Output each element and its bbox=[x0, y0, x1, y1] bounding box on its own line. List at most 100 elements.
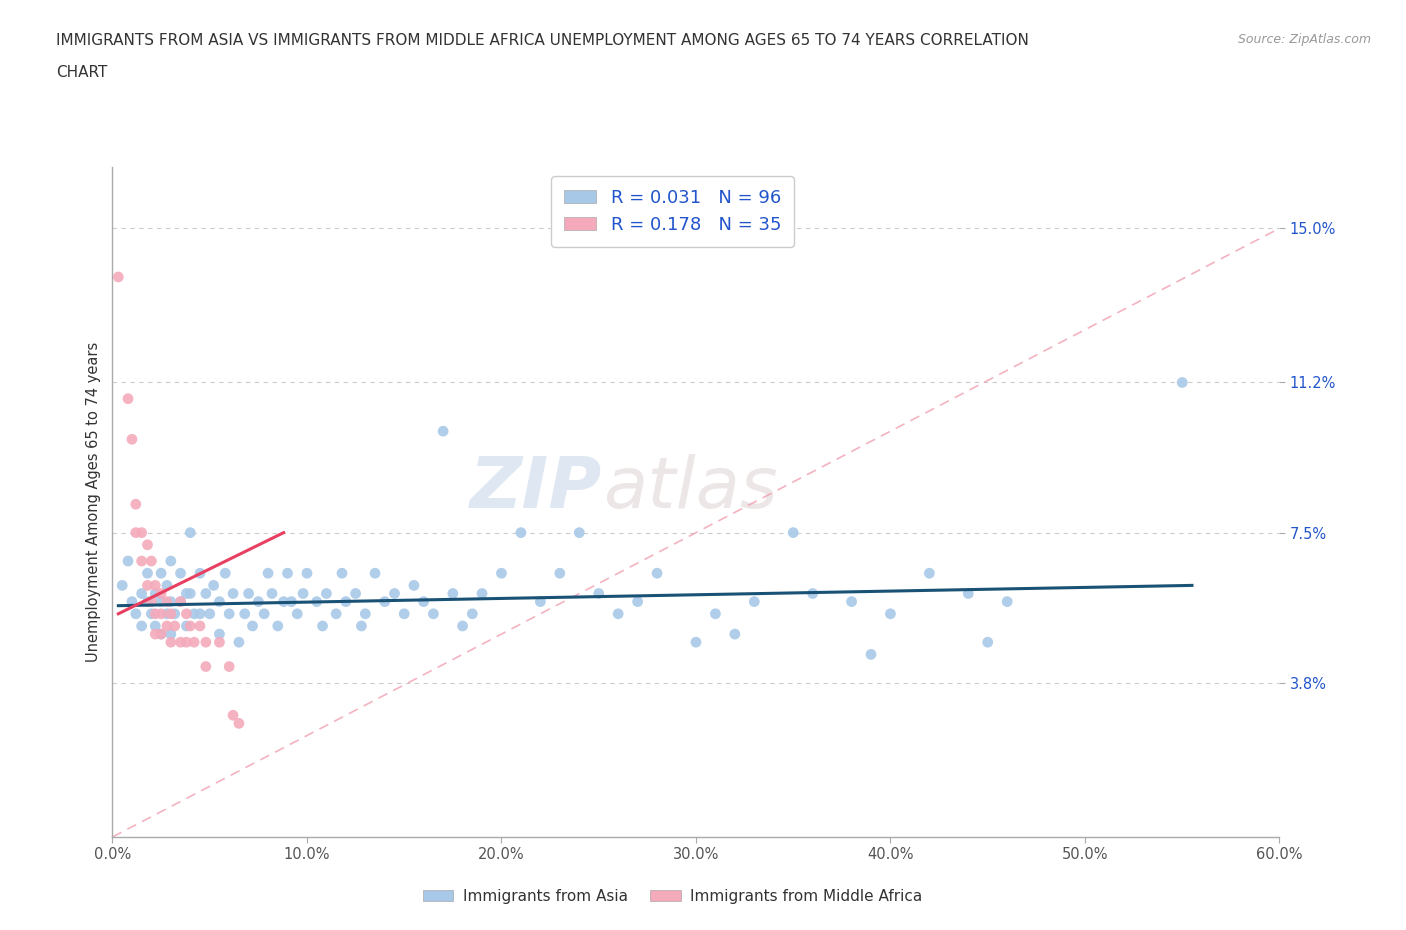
Point bbox=[107, 270, 129, 285]
Point bbox=[169, 635, 191, 650]
Point bbox=[724, 627, 747, 642]
Point bbox=[163, 606, 186, 621]
Point bbox=[169, 565, 191, 580]
Point bbox=[141, 553, 163, 568]
Point bbox=[509, 525, 531, 540]
Point bbox=[160, 553, 183, 568]
Point bbox=[141, 594, 163, 609]
Point bbox=[188, 565, 211, 580]
Point bbox=[285, 606, 308, 621]
Point bbox=[150, 627, 173, 642]
Point bbox=[257, 565, 280, 580]
Point bbox=[179, 586, 201, 601]
Point bbox=[311, 618, 333, 633]
Point bbox=[160, 635, 183, 650]
Point bbox=[918, 565, 941, 580]
Point bbox=[125, 525, 148, 540]
Point bbox=[156, 578, 179, 592]
Point bbox=[125, 606, 148, 621]
Point bbox=[214, 565, 236, 580]
Point bbox=[384, 586, 406, 601]
Point bbox=[131, 525, 153, 540]
Point bbox=[315, 586, 337, 601]
Point bbox=[627, 594, 650, 609]
Point bbox=[194, 635, 217, 650]
Point bbox=[364, 565, 387, 580]
Point bbox=[125, 497, 148, 512]
Point bbox=[136, 594, 159, 609]
Point bbox=[160, 606, 183, 621]
Point bbox=[176, 618, 198, 633]
Point bbox=[208, 594, 231, 609]
Point bbox=[253, 606, 276, 621]
Point bbox=[136, 578, 159, 592]
Point bbox=[143, 586, 166, 601]
Point bbox=[160, 627, 183, 642]
Point bbox=[143, 618, 166, 633]
Point bbox=[260, 586, 283, 601]
Point bbox=[344, 586, 367, 601]
Text: ZIP: ZIP bbox=[471, 455, 603, 524]
Point bbox=[176, 635, 198, 650]
Point bbox=[131, 586, 153, 601]
Point bbox=[461, 606, 484, 621]
Point bbox=[238, 586, 260, 601]
Point bbox=[471, 586, 494, 601]
Point bbox=[491, 565, 513, 580]
Point bbox=[176, 606, 198, 621]
Point bbox=[529, 594, 551, 609]
Point bbox=[131, 553, 153, 568]
Point bbox=[160, 594, 183, 609]
Point bbox=[121, 594, 143, 609]
Point bbox=[325, 606, 347, 621]
Point bbox=[350, 618, 373, 633]
Point bbox=[441, 586, 464, 601]
Text: atlas: atlas bbox=[603, 455, 778, 524]
Point bbox=[801, 586, 824, 601]
Point bbox=[218, 659, 240, 674]
Point bbox=[330, 565, 353, 580]
Point bbox=[143, 627, 166, 642]
Point bbox=[143, 606, 166, 621]
Point bbox=[1171, 375, 1194, 390]
Point bbox=[179, 525, 201, 540]
Point bbox=[859, 647, 883, 662]
Point bbox=[305, 594, 328, 609]
Point bbox=[607, 606, 630, 621]
Point bbox=[247, 594, 270, 609]
Point bbox=[412, 594, 434, 609]
Point bbox=[782, 525, 804, 540]
Point bbox=[588, 586, 610, 601]
Point bbox=[742, 594, 765, 609]
Point bbox=[841, 594, 863, 609]
Point bbox=[188, 606, 211, 621]
Point bbox=[374, 594, 396, 609]
Point bbox=[267, 618, 290, 633]
Point bbox=[208, 635, 231, 650]
Y-axis label: Unemployment Among Ages 65 to 74 years: Unemployment Among Ages 65 to 74 years bbox=[86, 342, 101, 662]
Point bbox=[202, 578, 225, 592]
Point bbox=[976, 635, 998, 650]
Point bbox=[548, 565, 571, 580]
Point bbox=[685, 635, 707, 650]
Text: CHART: CHART bbox=[56, 65, 108, 80]
Point bbox=[273, 594, 295, 609]
Point bbox=[188, 618, 211, 633]
Point bbox=[208, 627, 231, 642]
Point bbox=[163, 618, 186, 633]
Point bbox=[141, 606, 163, 621]
Point bbox=[131, 618, 153, 633]
Legend: Immigrants from Asia, Immigrants from Middle Africa: Immigrants from Asia, Immigrants from Mi… bbox=[416, 883, 928, 910]
Point bbox=[176, 586, 198, 601]
Point bbox=[169, 594, 191, 609]
Point bbox=[150, 565, 173, 580]
Point bbox=[568, 525, 591, 540]
Point bbox=[136, 538, 159, 552]
Point bbox=[995, 594, 1018, 609]
Point bbox=[111, 578, 134, 592]
Point bbox=[183, 635, 205, 650]
Point bbox=[276, 565, 298, 580]
Point bbox=[156, 594, 179, 609]
Point bbox=[354, 606, 377, 621]
Point bbox=[402, 578, 425, 592]
